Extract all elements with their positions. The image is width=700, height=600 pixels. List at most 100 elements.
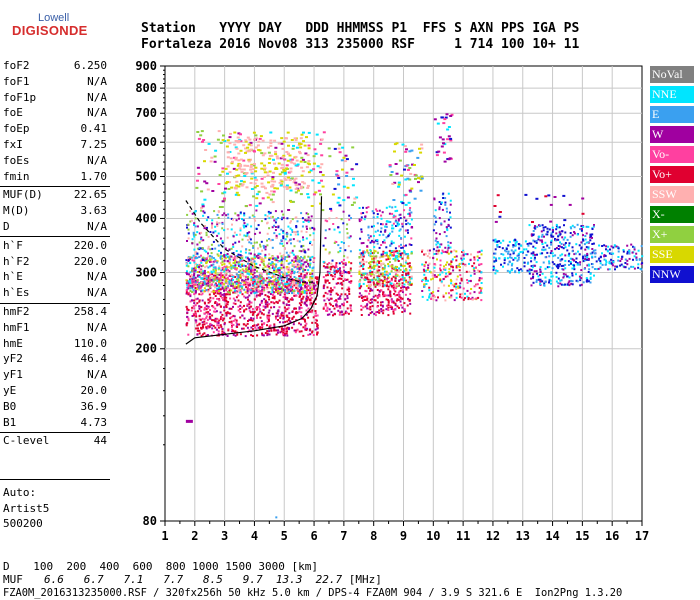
echo-point (260, 302, 263, 304)
echo-point (261, 326, 264, 329)
echo-point (289, 321, 292, 324)
echo-point (437, 289, 440, 292)
echo-point (242, 144, 246, 147)
echo-point (192, 312, 195, 315)
echo-point (493, 205, 497, 207)
echo-point (235, 219, 238, 222)
echo-point (512, 258, 515, 261)
echo-point (362, 272, 365, 275)
echo-point (446, 251, 449, 254)
echo-point (278, 288, 281, 290)
echo-point (254, 170, 258, 173)
echo-point (198, 267, 201, 270)
echo-point (568, 242, 571, 245)
echo-point (372, 281, 375, 284)
echo-point (518, 271, 521, 274)
echo-point (401, 282, 404, 285)
echo-point (350, 275, 353, 278)
echo-point (450, 296, 453, 299)
echo-point (407, 254, 410, 257)
echo-point (284, 290, 287, 293)
echo-point (268, 212, 271, 215)
echo-point (191, 315, 194, 317)
echo-point (250, 334, 253, 337)
echo-point (191, 238, 194, 241)
echo-point (400, 243, 402, 246)
echo-point (310, 205, 314, 207)
echo-point (314, 310, 317, 312)
echo-point (216, 223, 219, 226)
echo-point (445, 235, 448, 238)
echo-point (544, 241, 547, 244)
echo-point (439, 279, 442, 282)
echo-point (605, 245, 608, 248)
echo-point (250, 188, 254, 190)
echo-point (258, 137, 262, 140)
echo-point (579, 279, 582, 282)
echo-point (478, 277, 481, 280)
echo-point (198, 263, 201, 266)
echo-point (293, 263, 296, 266)
echo-point (331, 193, 335, 196)
echo-point (367, 278, 370, 281)
echo-point (227, 329, 230, 332)
echo-point (340, 218, 343, 221)
echo-point (296, 288, 299, 291)
echo-point (273, 283, 276, 286)
echo-point (435, 249, 438, 252)
echo-point (230, 316, 233, 319)
echo-point (360, 216, 363, 219)
echo-point (421, 280, 423, 283)
echo-point (208, 286, 211, 289)
echo-point (378, 275, 381, 278)
echo-point (217, 326, 220, 329)
echo-point (325, 309, 327, 312)
echo-point (321, 209, 325, 212)
echo-point (223, 322, 226, 325)
echo-point (223, 306, 226, 309)
echo-point (339, 270, 342, 273)
echo-point (603, 244, 606, 247)
echo-point (340, 159, 344, 162)
echo-point (289, 320, 292, 323)
echo-point (388, 205, 391, 208)
echo-point (189, 258, 192, 261)
echo-point (233, 131, 237, 134)
echo-point (400, 286, 403, 289)
echo-point (380, 227, 383, 230)
echo-point (205, 311, 208, 314)
echo-point (349, 269, 352, 272)
echo-point (355, 163, 359, 166)
echo-point (424, 252, 427, 255)
echo-point (306, 227, 308, 230)
echo-point (228, 136, 232, 139)
echo-point (455, 250, 458, 253)
echo-point (398, 223, 400, 226)
echo-point (562, 247, 565, 250)
echo-point (298, 142, 301, 145)
echo-point (557, 282, 560, 285)
echo-point (195, 289, 197, 292)
echo-point (399, 256, 402, 259)
echo-point (358, 273, 361, 275)
echo-point (263, 167, 267, 170)
echo-point (350, 309, 353, 312)
echo-point (427, 279, 429, 282)
echo-point (395, 225, 397, 227)
echo-point (392, 199, 396, 201)
echo-point (391, 251, 394, 254)
echo-point (205, 231, 208, 234)
echo-point (450, 282, 453, 285)
echo-point (214, 291, 217, 294)
echo-point (271, 177, 275, 180)
echo-point (449, 115, 453, 117)
echo-point (217, 216, 220, 219)
echo-point (241, 274, 244, 276)
echo-point (209, 317, 212, 320)
echo-point (203, 180, 207, 183)
echo-point (535, 280, 538, 283)
echo-point (255, 308, 258, 311)
echo-point (237, 282, 240, 284)
echo-point (234, 158, 238, 161)
echo-point (362, 298, 365, 301)
